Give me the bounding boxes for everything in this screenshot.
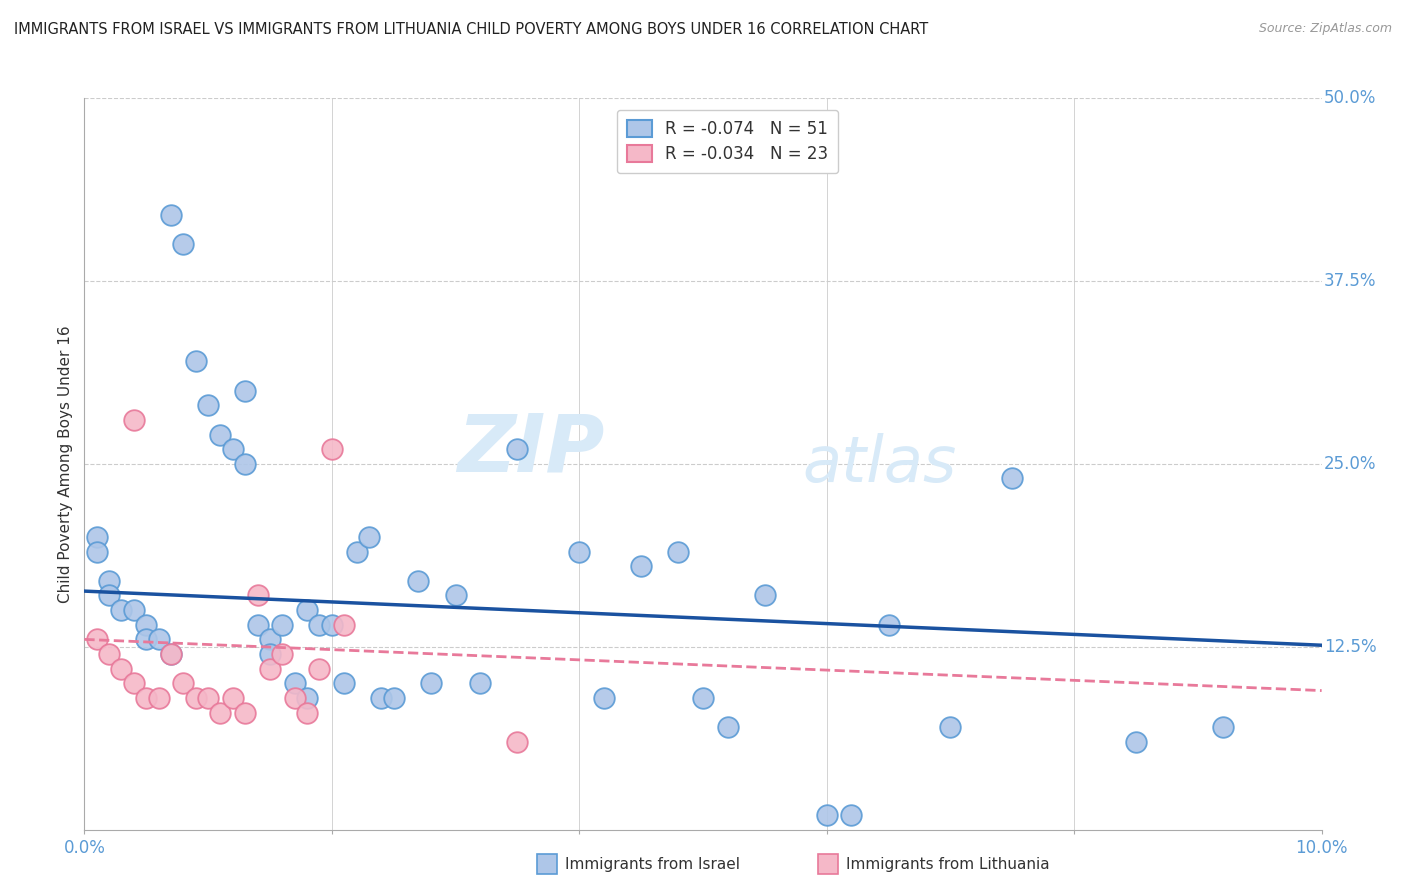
Point bbox=[233, 384, 256, 398]
Point bbox=[135, 690, 157, 705]
Point bbox=[222, 442, 245, 457]
Point bbox=[308, 617, 330, 632]
Point bbox=[259, 632, 281, 647]
Point bbox=[841, 808, 863, 822]
Text: 25.0%: 25.0% bbox=[1324, 455, 1376, 473]
Point bbox=[506, 442, 529, 457]
Point bbox=[692, 690, 714, 705]
Point bbox=[1125, 735, 1147, 749]
Point bbox=[271, 617, 294, 632]
Point bbox=[408, 574, 430, 588]
Text: 37.5%: 37.5% bbox=[1324, 272, 1376, 290]
Point bbox=[184, 354, 207, 368]
Point bbox=[160, 208, 183, 222]
Point bbox=[197, 690, 219, 705]
Point bbox=[233, 706, 256, 720]
Point bbox=[135, 632, 157, 647]
Point bbox=[197, 398, 219, 412]
Point bbox=[122, 676, 145, 690]
Point bbox=[233, 457, 256, 471]
Point bbox=[110, 662, 132, 676]
Point bbox=[419, 676, 441, 690]
Point bbox=[321, 617, 343, 632]
Text: ZIP: ZIP bbox=[457, 410, 605, 488]
Point bbox=[333, 676, 356, 690]
Point bbox=[1212, 720, 1234, 734]
Point bbox=[877, 617, 900, 632]
Point bbox=[1001, 471, 1024, 485]
Text: IMMIGRANTS FROM ISRAEL VS IMMIGRANTS FROM LITHUANIA CHILD POVERTY AMONG BOYS UND: IMMIGRANTS FROM ISRAEL VS IMMIGRANTS FRO… bbox=[14, 22, 928, 37]
Point bbox=[259, 647, 281, 661]
Point bbox=[172, 237, 194, 252]
Point bbox=[754, 589, 776, 603]
Point bbox=[939, 720, 962, 734]
Point bbox=[506, 735, 529, 749]
Point bbox=[148, 690, 170, 705]
Point bbox=[160, 647, 183, 661]
Point bbox=[184, 690, 207, 705]
Point bbox=[444, 589, 467, 603]
Text: Immigrants from Lithuania: Immigrants from Lithuania bbox=[846, 857, 1050, 871]
Point bbox=[357, 530, 380, 544]
Legend: R = -0.074   N = 51, R = -0.034   N = 23: R = -0.074 N = 51, R = -0.034 N = 23 bbox=[617, 110, 838, 173]
Point bbox=[271, 647, 294, 661]
Y-axis label: Child Poverty Among Boys Under 16: Child Poverty Among Boys Under 16 bbox=[58, 325, 73, 603]
Point bbox=[160, 647, 183, 661]
Point bbox=[110, 603, 132, 617]
Point bbox=[295, 603, 318, 617]
Point bbox=[122, 603, 145, 617]
Point bbox=[122, 413, 145, 427]
Point bbox=[98, 647, 121, 661]
Point bbox=[284, 676, 307, 690]
Point bbox=[630, 559, 652, 574]
Point bbox=[259, 662, 281, 676]
Point bbox=[284, 690, 307, 705]
Point bbox=[346, 544, 368, 558]
Point bbox=[666, 544, 689, 558]
Point bbox=[86, 544, 108, 558]
Bar bbox=[537, 855, 557, 874]
Point bbox=[98, 574, 121, 588]
Point bbox=[568, 544, 591, 558]
Point bbox=[172, 676, 194, 690]
Point bbox=[333, 617, 356, 632]
Point bbox=[382, 690, 405, 705]
Text: atlas: atlas bbox=[801, 433, 956, 495]
Point bbox=[246, 589, 269, 603]
Point bbox=[209, 706, 232, 720]
Text: Source: ZipAtlas.com: Source: ZipAtlas.com bbox=[1258, 22, 1392, 36]
Point bbox=[86, 632, 108, 647]
Point bbox=[86, 530, 108, 544]
Point bbox=[470, 676, 492, 690]
Point bbox=[321, 442, 343, 457]
Point bbox=[370, 690, 392, 705]
Text: Immigrants from Israel: Immigrants from Israel bbox=[565, 857, 740, 871]
Point bbox=[246, 617, 269, 632]
Point bbox=[135, 617, 157, 632]
Point bbox=[717, 720, 740, 734]
Point bbox=[295, 690, 318, 705]
Text: 50.0%: 50.0% bbox=[1324, 89, 1376, 107]
Point bbox=[295, 706, 318, 720]
Point bbox=[815, 808, 838, 822]
Bar bbox=[818, 855, 838, 874]
Point bbox=[308, 662, 330, 676]
Point bbox=[209, 427, 232, 442]
Point bbox=[98, 589, 121, 603]
Text: 12.5%: 12.5% bbox=[1324, 638, 1376, 656]
Point bbox=[222, 690, 245, 705]
Point bbox=[148, 632, 170, 647]
Point bbox=[593, 690, 616, 705]
